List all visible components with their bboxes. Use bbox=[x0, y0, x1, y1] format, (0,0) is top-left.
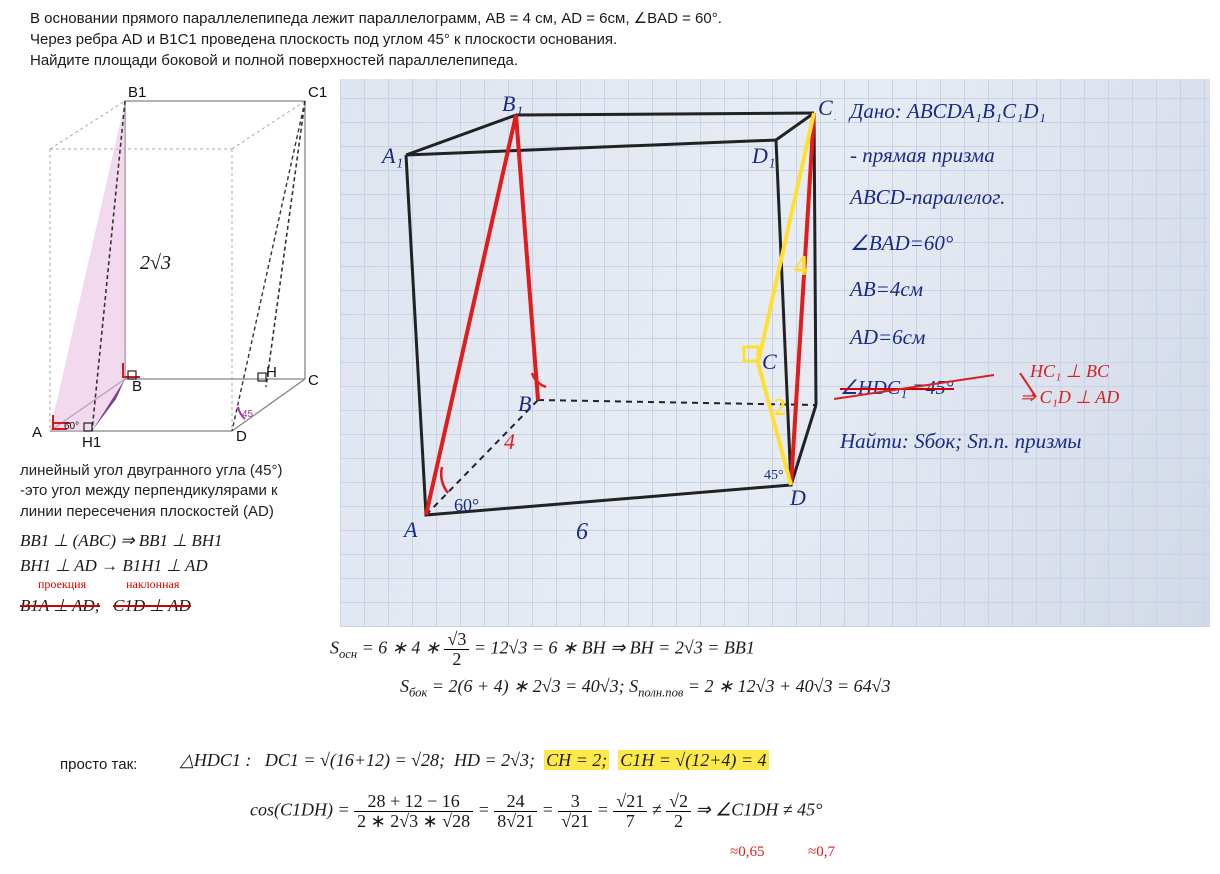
approx2-annot: ≈0,7 bbox=[808, 844, 835, 861]
line2-tail: = 2 ∗ 12√3 + 40√3 = 64√3 bbox=[688, 676, 891, 696]
line2-rhs: = 2(6 + 4) ∗ 2√3 = 40√3; S bbox=[432, 676, 638, 696]
frac-sqrt3-2: √32 bbox=[444, 630, 469, 669]
caption-line1: линейный угол двугранного угла (45°) bbox=[20, 461, 330, 481]
prosto-tak-label: просто так: bbox=[60, 756, 137, 773]
eq-row4: cos(C1DH) = 28 + 12 − 162 ∗ 2√3 ∗ √28 = … bbox=[250, 792, 1200, 831]
cos-lhs: cos(C1DH) = bbox=[250, 800, 350, 820]
problem-line1: В основании прямого параллелепипеда лежи… bbox=[30, 8, 1190, 29]
svg-text:C₁: C₁ bbox=[818, 95, 836, 120]
osn-sub: осн bbox=[339, 647, 357, 661]
cosf5n: √2 bbox=[666, 792, 691, 812]
svg-text:C: C bbox=[762, 349, 777, 374]
approx1-annot: ≈0,65 bbox=[730, 844, 764, 861]
proj-label: проекция bbox=[38, 575, 86, 593]
given-heading: Дано: ABCDA₁B₁C₁D₁ bbox=[850, 99, 1046, 124]
cos-frac5: √22 bbox=[666, 792, 691, 831]
svg-text:45: 45 bbox=[242, 409, 254, 420]
given4: ∠BAD=60° bbox=[850, 231, 953, 256]
problem-line3: Найдите площади боковой и полной поверхн… bbox=[30, 50, 1190, 71]
svg-text:D: D bbox=[236, 428, 247, 445]
svg-text:45°: 45° bbox=[764, 468, 784, 483]
svg-text:D: D bbox=[789, 485, 806, 510]
strike-svg bbox=[834, 373, 1044, 409]
left-diagram-panel: 45 B1 C1 A B C D H H1 60° 2√3 линейный у… bbox=[20, 79, 330, 627]
cosf2n: 24 bbox=[494, 792, 537, 812]
svg-text:B: B bbox=[518, 391, 531, 416]
diagram-caption: линейный угол двугранного угла (45°) -эт… bbox=[20, 461, 330, 522]
svg-text:H: H bbox=[266, 364, 277, 381]
given2: - прямая призма bbox=[850, 143, 995, 168]
line1-tail: = 12√3 = 6 ∗ BH ⇒ BH = 2√3 = BB1 bbox=[474, 638, 755, 658]
caption-line3: линии пересечения плоскостей (AD) bbox=[20, 502, 330, 522]
eq-line1: Sосн = 6 ∗ 4 ∗ √32 = 12√3 = 6 ∗ BH ⇒ BH … bbox=[330, 630, 1206, 669]
cos-frac4: √217 bbox=[613, 792, 647, 831]
tri-label: △HDC1 : bbox=[180, 750, 251, 770]
eq-row3: △HDC1 : DC1 = √(16+12) = √28; HD = 2√3; … bbox=[180, 750, 1200, 771]
cosf3n: 3 bbox=[558, 792, 592, 812]
svg-text:B1: B1 bbox=[128, 84, 146, 101]
svg-text:6: 6 bbox=[576, 519, 588, 545]
prism-diagram-svg: 45 B1 C1 A B C D H H1 60° 2√3 bbox=[20, 79, 330, 459]
cosf1d: 2 ∗ 2√3 ∗ √28 bbox=[354, 812, 473, 831]
svg-text:60°: 60° bbox=[454, 495, 479, 515]
bok-sub: бок bbox=[409, 685, 427, 699]
handwritten-photo-panel: B₁ C₁ A₁ D₁ A B C D 6 60° 45° 4 4 2 Дано… bbox=[340, 79, 1210, 627]
svg-text:2√3: 2√3 bbox=[140, 252, 171, 274]
svg-text:H1: H1 bbox=[82, 434, 101, 451]
given5: AB=4см bbox=[850, 277, 923, 302]
s-bok-sym: S bbox=[400, 676, 409, 696]
svg-text:C: C bbox=[308, 372, 319, 389]
equations-block: Sосн = 6 ∗ 4 ∗ √32 = 12√3 = 6 ∗ BH ⇒ BH … bbox=[330, 630, 1206, 706]
cos-frac3: 3√21 bbox=[558, 792, 592, 831]
cos-frac1: 28 + 12 − 162 ∗ 2√3 ∗ √28 bbox=[354, 792, 473, 831]
svg-text:2: 2 bbox=[774, 395, 786, 421]
cosf3d: √21 bbox=[558, 812, 592, 831]
problem-statement: В основании прямого параллелепипеда лежи… bbox=[0, 0, 1220, 75]
handdrawn-prism-svg: B₁ C₁ A₁ D₁ A B C D 6 60° 45° 4 4 2 bbox=[346, 85, 836, 605]
cosf1n: 28 + 12 − 16 bbox=[354, 792, 473, 812]
math3a-struck: B1A ⊥ AD; bbox=[20, 596, 100, 615]
s-osn-sym: S bbox=[330, 638, 339, 658]
cosf4n: √21 bbox=[613, 792, 647, 812]
dc1-expr: DC1 = √(16+12) = √28; bbox=[265, 750, 445, 770]
given6: AD=6см bbox=[850, 325, 925, 350]
find-line: Найти: Sбок; Sп.п. призмы bbox=[840, 429, 1200, 454]
frac1d: 2 bbox=[444, 650, 469, 669]
c1h-highlighted: C1H = √(12+4) = 4 bbox=[618, 750, 768, 770]
polnov-sub: полн.пов bbox=[638, 685, 683, 699]
svg-text:A: A bbox=[32, 424, 42, 441]
svg-text:C1: C1 bbox=[308, 84, 327, 101]
svg-text:A: A bbox=[402, 517, 418, 542]
ch-highlighted: CH = 2; bbox=[544, 750, 609, 770]
svg-text:60°: 60° bbox=[64, 421, 79, 432]
cosf4d: 7 bbox=[613, 812, 647, 831]
given3: ABCD-паралелог. bbox=[850, 185, 1005, 210]
math-line1: BB1 ⊥ (ABC) ⇒ BB1 ⊥ BH1 bbox=[20, 528, 330, 554]
cosf5d: 2 bbox=[666, 812, 691, 831]
left-math-block: BB1 ⊥ (ABC) ⇒ BB1 ⊥ BH1 BH1 ⊥ AD → B1H1 … bbox=[20, 528, 330, 619]
eq-line2: Sбок = 2(6 + 4) ∗ 2√3 = 40√3; Sполн.пов … bbox=[400, 671, 1206, 704]
main-content-row: 45 B1 C1 A B C D H H1 60° 2√3 линейный у… bbox=[0, 75, 1220, 627]
math3b-struck: C1D ⊥ AD bbox=[113, 596, 191, 615]
svg-text:A₁: A₁ bbox=[380, 143, 403, 168]
svg-text:4: 4 bbox=[794, 251, 808, 282]
svg-text:B: B bbox=[132, 378, 142, 395]
frac1n: √3 bbox=[444, 630, 469, 650]
cosf2d: 8√21 bbox=[494, 812, 537, 831]
svg-text:4: 4 bbox=[504, 429, 515, 454]
hd-expr: HD = 2√3; bbox=[454, 750, 535, 770]
neq-sym: ≠ bbox=[652, 800, 662, 820]
line1-rhs: = 6 ∗ 4 ∗ bbox=[362, 638, 440, 658]
incl-label: наклонная bbox=[126, 575, 179, 593]
cos-frac2: 248√21 bbox=[494, 792, 537, 831]
caption-line2: -это угол между перпендикулярами к bbox=[20, 481, 330, 501]
svg-text:B₁: B₁ bbox=[502, 91, 523, 116]
problem-line2: Через ребра AD и B1C1 проведена плоскост… bbox=[30, 29, 1190, 50]
svg-text:D₁: D₁ bbox=[751, 143, 776, 168]
row4-tail: ⇒ ∠C1DH ≠ 45° bbox=[695, 800, 822, 820]
